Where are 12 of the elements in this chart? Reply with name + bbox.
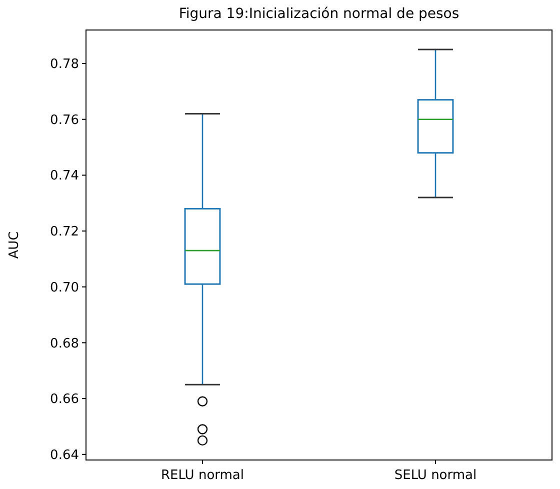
y-axis-title: AUC [7,231,22,259]
x-tick-label: SELU normal [394,468,477,483]
y-tick-label: 0.68 [50,336,79,352]
chart-title: Figura 19:Inicialización normal de pesos [178,6,460,22]
y-tick-label: 0.78 [50,57,79,72]
y-tick-label: 0.76 [50,112,79,128]
y-tick-label: 0.74 [50,168,79,184]
y-tick-label: 0.66 [50,392,79,408]
y-tick-label: 0.64 [50,448,79,463]
x-tick-label: RELU normal [160,468,244,483]
y-tick-label: 0.72 [50,224,79,240]
y-tick-label: 0.70 [50,280,79,296]
